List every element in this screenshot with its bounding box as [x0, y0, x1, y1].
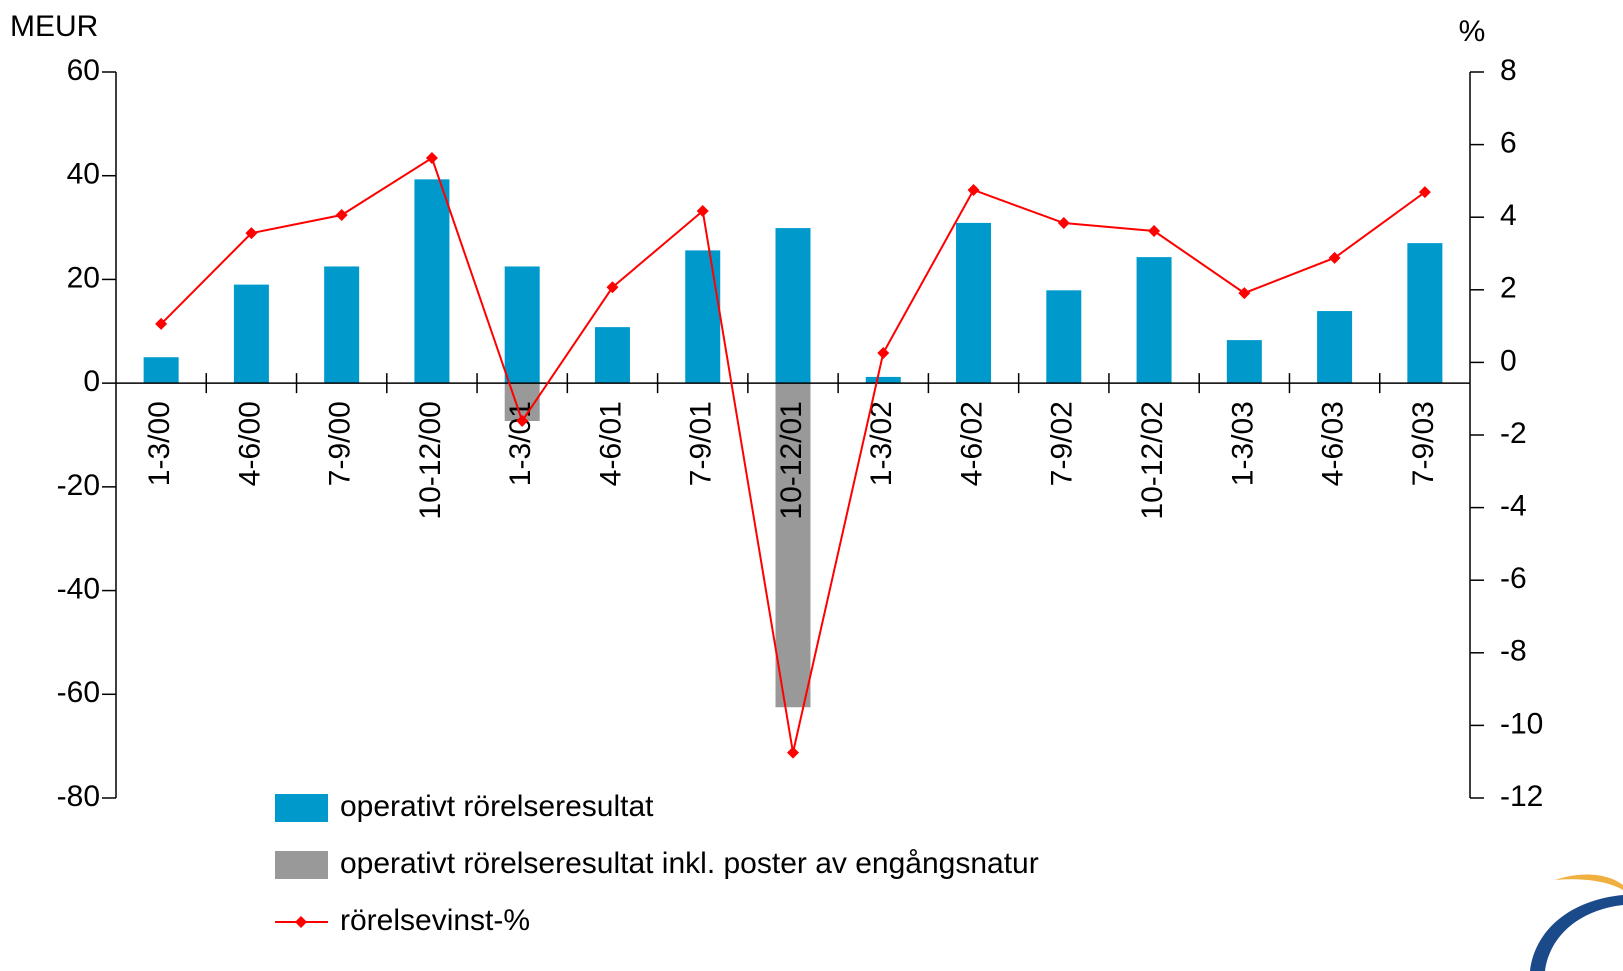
y-tick-label: 20	[67, 261, 100, 294]
y2-tick-label: -10	[1500, 707, 1543, 740]
bar	[865, 376, 901, 384]
point	[1057, 217, 1070, 230]
bar	[143, 357, 179, 384]
bar	[324, 266, 360, 384]
y2-tick-label: -6	[1500, 562, 1527, 595]
y-tick-label: 0	[83, 365, 100, 398]
bar	[1407, 243, 1443, 384]
bar	[1136, 257, 1172, 384]
legend-swatch	[275, 851, 328, 879]
point	[425, 152, 438, 165]
bar	[1317, 311, 1353, 384]
point	[1238, 287, 1251, 300]
bar	[504, 266, 540, 384]
point	[967, 183, 980, 196]
legend-label: operativt rörelseresultat	[340, 790, 654, 823]
x-tick-label: 10-12/00	[414, 401, 447, 519]
x-tick-label: 7-9/02	[1046, 401, 1079, 486]
point	[516, 414, 529, 427]
x-tick-label: 10-12/01	[775, 401, 808, 519]
x-tick-label: 7-9/03	[1407, 401, 1440, 486]
y2-tick-label: -2	[1500, 417, 1527, 450]
x-tick-label: 1-3/00	[143, 401, 176, 486]
y2-tick-label: 4	[1500, 199, 1517, 232]
bar	[775, 383, 811, 708]
legend-swatch	[295, 916, 307, 928]
bar	[775, 228, 811, 384]
y2-tick-label: -8	[1500, 635, 1527, 668]
y-axis-label: MEUR	[10, 10, 98, 43]
point	[696, 205, 709, 218]
x-tick-label: 1-3/03	[1226, 401, 1259, 486]
bar	[1226, 340, 1262, 384]
y2-axis-label: %	[1459, 15, 1486, 48]
point	[787, 746, 799, 759]
point	[1148, 224, 1161, 237]
x-tick-label: 1-3/02	[865, 401, 898, 486]
x-tick-label: 4-6/01	[594, 401, 627, 486]
legend-swatch	[275, 794, 328, 822]
y2-tick-label: 6	[1500, 127, 1517, 160]
legend-label: rörelsevinst-%	[340, 904, 530, 937]
point	[155, 317, 168, 330]
point	[1328, 251, 1341, 264]
x-tick-label: 4-6/02	[955, 401, 988, 486]
y-tick-label: -20	[57, 469, 100, 502]
y-tick-label: 60	[67, 54, 100, 87]
y2-tick-label: -12	[1500, 780, 1543, 813]
legend-label: operativt rörelseresultat inkl. poster a…	[340, 847, 1039, 880]
bar	[414, 179, 450, 384]
y-tick-label: 40	[67, 158, 100, 191]
y2-tick-label: 8	[1500, 54, 1517, 87]
bar	[1046, 290, 1082, 384]
x-tick-label: 10-12/02	[1136, 401, 1169, 519]
x-tick-label: 7-9/01	[685, 401, 718, 486]
point	[606, 281, 619, 294]
x-tick-label: 4-6/00	[233, 401, 266, 486]
x-tick-label: 7-9/00	[324, 401, 357, 486]
point	[1418, 186, 1431, 199]
y2-tick-label: 2	[1500, 272, 1517, 305]
y-tick-label: -40	[57, 572, 100, 605]
point	[245, 227, 258, 240]
y-tick-label: -60	[57, 676, 100, 709]
bar	[685, 250, 721, 384]
y2-tick-label: -4	[1500, 490, 1527, 523]
bar	[233, 284, 269, 384]
bar	[956, 222, 992, 384]
logo	[1530, 874, 1623, 971]
point	[877, 346, 890, 359]
y2-tick-label: 0	[1500, 344, 1517, 377]
point	[335, 209, 348, 222]
y-tick-label: -80	[57, 780, 100, 813]
bar	[594, 327, 630, 384]
x-tick-label: 4-6/03	[1317, 401, 1350, 486]
